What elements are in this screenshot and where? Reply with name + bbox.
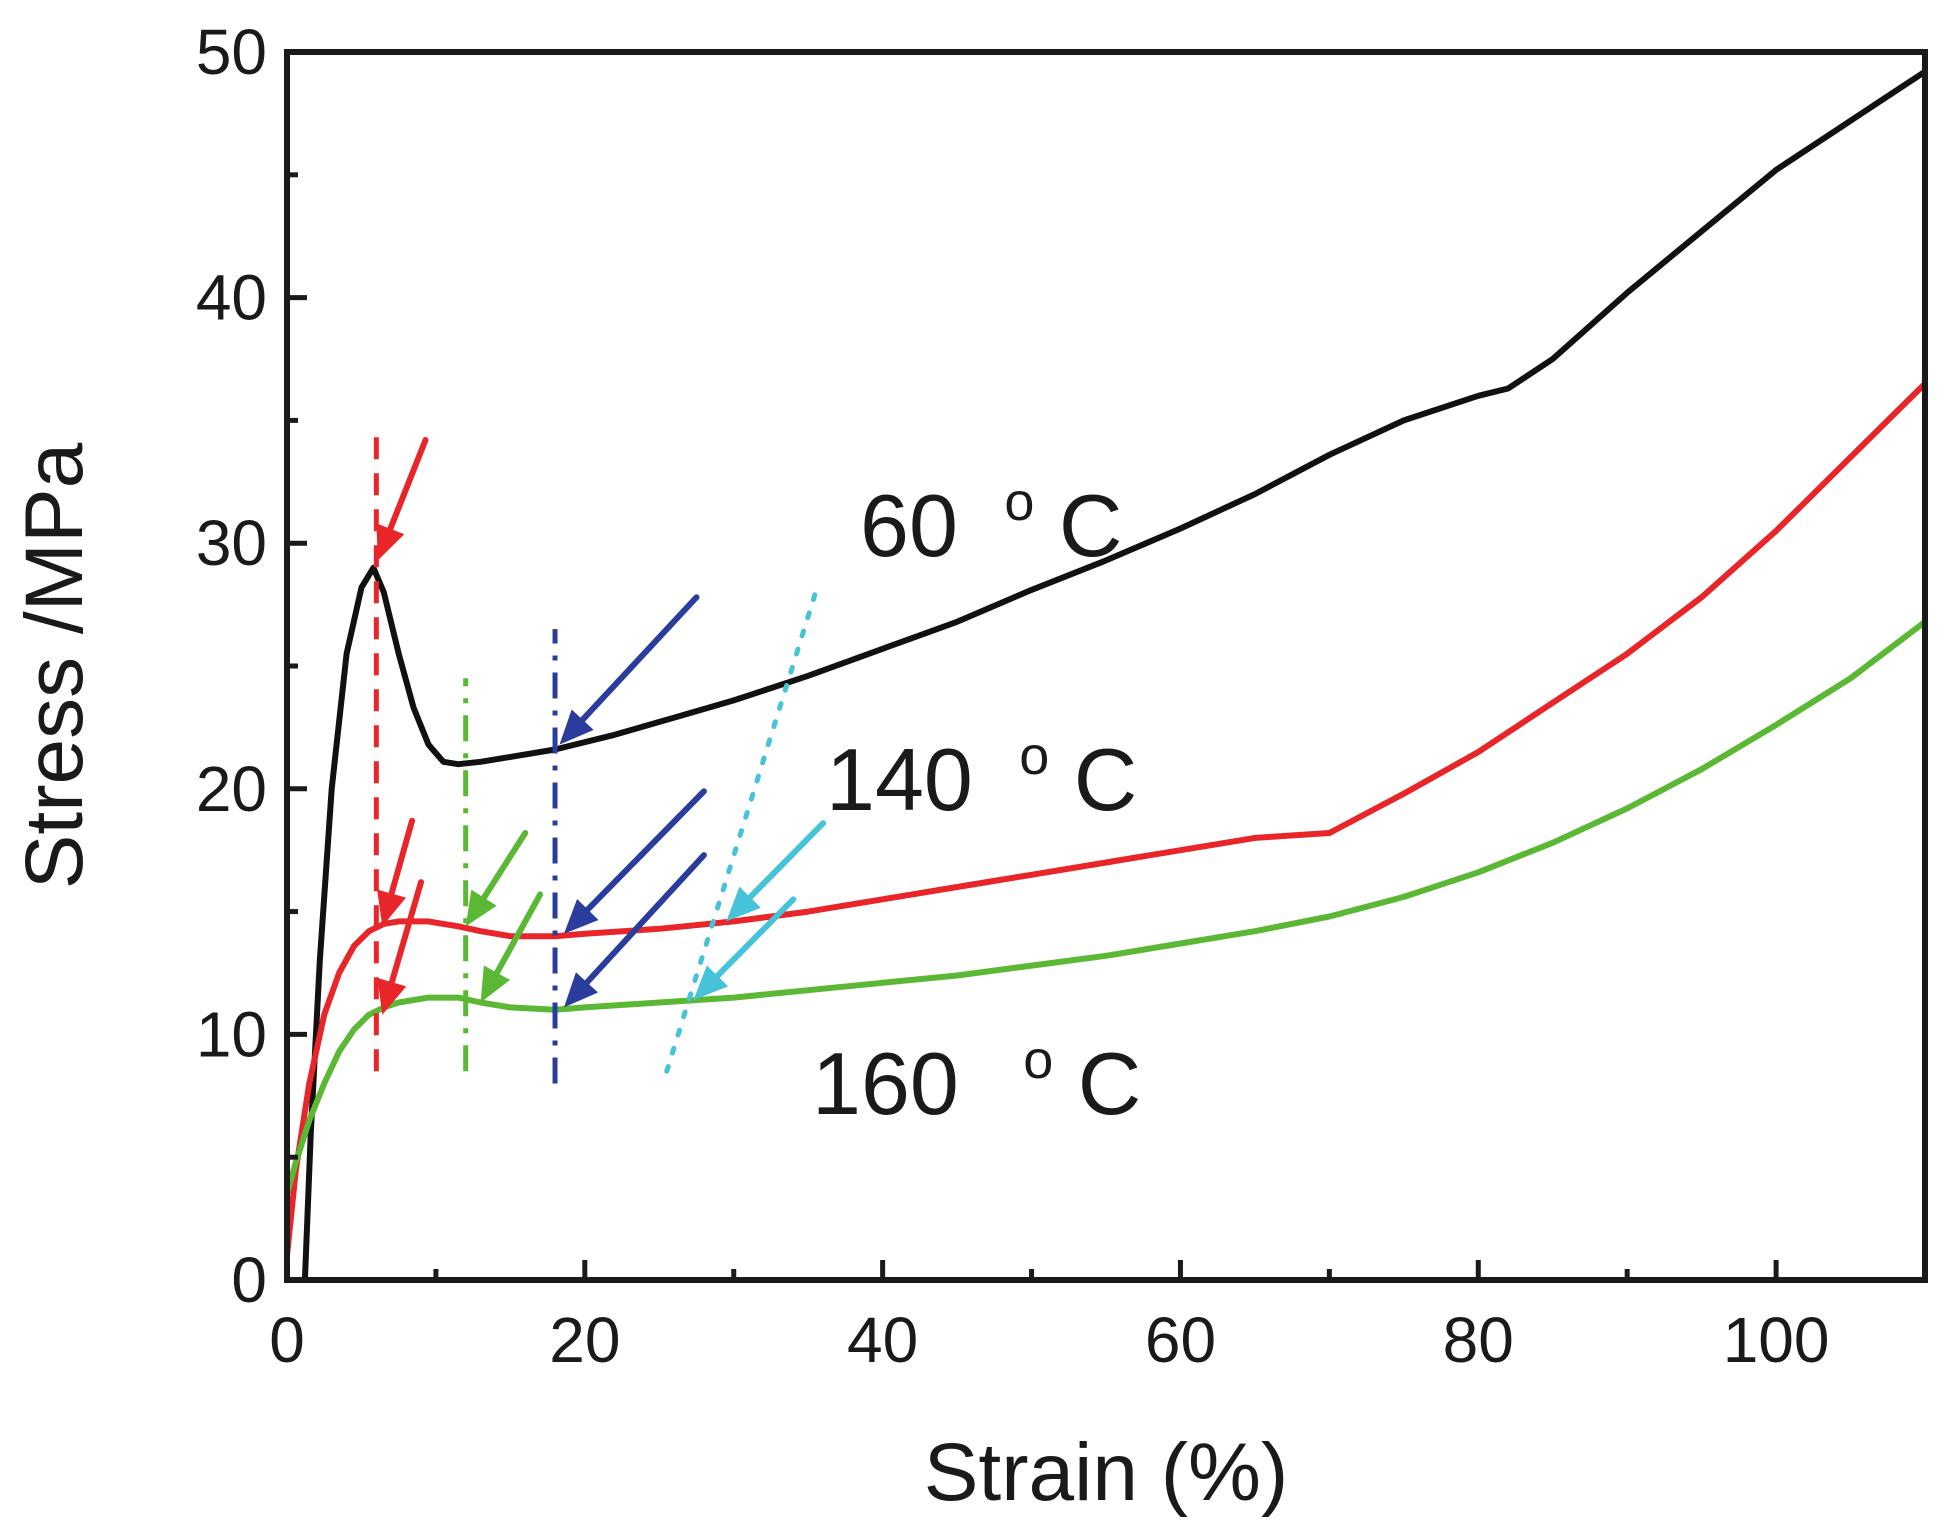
y-tick-label: 10 <box>196 998 267 1070</box>
x-tick-label: 0 <box>269 1304 305 1376</box>
blue-arrow-160-head <box>563 972 599 1008</box>
green-arrow-140 <box>465 830 529 927</box>
series-line-60-c <box>301 68 1925 1280</box>
cyan-arrow-140-head <box>726 886 761 922</box>
annotation-layer <box>373 432 827 1084</box>
cyan-arrow-160 <box>693 896 797 1001</box>
cyan-arrow-140 <box>726 820 827 922</box>
x-tick-label: 60 <box>1145 1304 1216 1376</box>
series-label-60: 60 o C <box>860 440 1122 575</box>
x-tick-label: 80 <box>1443 1304 1514 1376</box>
series-label-160-unit: C <box>1078 1034 1142 1133</box>
red-arrow-160-shaft <box>388 879 425 986</box>
blue-arrow-60-shaft <box>579 594 700 723</box>
x-tick-label: 20 <box>549 1304 620 1376</box>
x-tick-label: 40 <box>847 1304 918 1376</box>
red-arrow-140 <box>377 817 416 927</box>
y-tick-label: 0 <box>231 1244 267 1316</box>
series-label-140-unit: C <box>1074 730 1138 829</box>
x-tick-label: 100 <box>1723 1304 1830 1376</box>
red-arrow-60 <box>376 437 429 561</box>
y-tick-label: 40 <box>196 262 267 334</box>
cyan-arrow-140-shaft <box>747 820 827 901</box>
series-label-160: 160 o C <box>812 998 1141 1133</box>
series-line-160-c <box>287 618 1925 1197</box>
series-label-140-degree: o <box>1019 726 1049 786</box>
blue-arrow-160 <box>563 852 707 1008</box>
green-arrow-160-head <box>480 965 511 1003</box>
series-label-140: 140 o C <box>826 694 1137 829</box>
series-label-60-degree: o <box>1004 472 1034 532</box>
green-arrow-160-shaft <box>493 891 544 976</box>
cyan-dotted-marker <box>664 589 819 1074</box>
y-tick-label: 20 <box>196 753 267 825</box>
blue-arrow-60-head <box>559 709 594 745</box>
y-tick-label: 50 <box>196 16 267 88</box>
red-arrow-160 <box>377 879 425 1015</box>
tick-layer: 0 20 40 60 80 100 0 10 20 30 40 50 <box>196 16 1928 1376</box>
red-arrow-140-head <box>377 889 406 927</box>
blue-arrow-160-shaft <box>583 852 707 986</box>
series-label-60-unit: C <box>1059 476 1123 575</box>
blue-arrow-140 <box>563 788 707 934</box>
red-arrow-140-shaft <box>388 817 416 897</box>
cyan-arrow-160-head <box>693 965 729 1001</box>
blue-arrow-60 <box>559 594 700 745</box>
series-label-60-value: 60 <box>860 476 958 575</box>
blue-arrow-140-shaft <box>584 788 707 913</box>
red-arrow-60-head <box>376 523 405 561</box>
series-line-140-c <box>287 380 1925 1259</box>
series-layer <box>287 68 1925 1280</box>
blue-arrow-140-head <box>563 898 599 934</box>
y-tick-label: 30 <box>196 507 267 579</box>
green-arrow-160 <box>480 891 544 1003</box>
series-label-160-degree: o <box>1023 1030 1053 1090</box>
x-axis-title: Strain (%) <box>924 1427 1289 1518</box>
green-arrow-140-head <box>465 889 497 927</box>
series-label-160-value: 160 <box>812 1034 959 1133</box>
series-label-140-value: 140 <box>826 730 973 829</box>
y-axis-title: Stress /MPa <box>9 442 100 889</box>
green-arrow-140-shaft <box>480 830 529 901</box>
red-arrow-60-shaft <box>387 437 429 532</box>
cyan-arrow-160-shaft <box>714 896 797 979</box>
red-arrow-160-head <box>377 977 407 1015</box>
